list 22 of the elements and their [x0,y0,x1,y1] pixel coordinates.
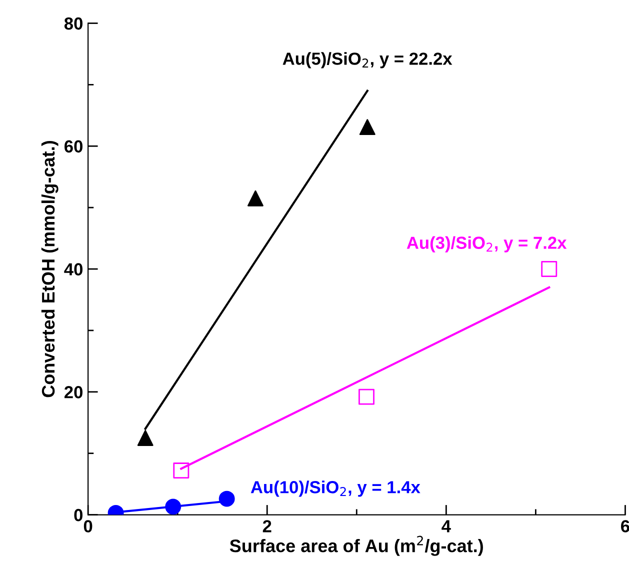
y-tick-label: 40 [64,263,82,276]
point [165,498,182,515]
point [248,190,264,206]
point [137,430,154,446]
point [358,388,374,405]
point [218,490,235,507]
y-tick-label: 20 [64,386,82,398]
series-label: Au(10)/SiO$_{2}$, y = 1.4x [250,480,420,497]
x-tick-label: 0 [84,520,92,532]
y-axis-title: Converted EtOH (mmol/g-cat.) [41,140,58,398]
series-label: Au(5)/SiO$_{2}$, y = 22.2x [282,52,452,68]
y-tick-label: 60 [64,140,82,153]
y-tick-label: 80 [64,17,82,30]
x-axis-title: Surface area of Au (m$^{2}$/g-cat.) [230,536,483,556]
text: Au(3)/SiO$_{2}$, y = 7.2x [406,236,567,252]
x-tick-label: 2 [262,520,272,532]
point [541,261,558,277]
point [173,462,190,479]
point [359,119,376,136]
x-tick-label: 4 [442,520,451,532]
x-tick-label: 6 [621,520,629,532]
y-tick-label: 0 [74,508,82,522]
